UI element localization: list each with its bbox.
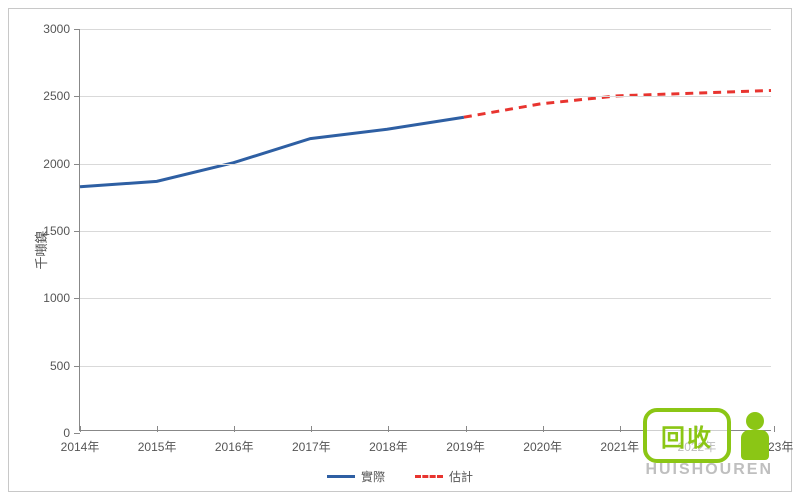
y-tick	[74, 231, 80, 232]
x-tick	[388, 426, 389, 432]
x-tick-label: 2021年	[600, 438, 639, 455]
y-tick-label: 500	[50, 359, 70, 373]
y-tick	[74, 29, 80, 30]
watermark-box: 回收	[643, 408, 731, 463]
y-tick-label: 1000	[43, 291, 70, 305]
person-body-icon	[741, 430, 769, 460]
x-tick-label: 2017年	[292, 438, 331, 455]
x-tick	[620, 426, 621, 432]
series-line	[80, 117, 464, 187]
y-tick	[74, 298, 80, 299]
x-tick	[543, 426, 544, 432]
legend-label-estimate: 估計	[449, 468, 473, 485]
x-tick-label: 2018年	[369, 438, 408, 455]
y-tick-label: 3000	[43, 22, 70, 36]
x-tick-label: 2020年	[523, 438, 562, 455]
y-tick	[74, 164, 80, 165]
plot-area: 0500100015002000250030002014年2015年2016年2…	[79, 29, 771, 431]
legend-item-estimate: 估計	[415, 468, 473, 485]
y-tick	[74, 96, 80, 97]
x-tick-label: 2016年	[215, 438, 254, 455]
chart-container: 千噸鎳 0500100015002000250030002014年2015年20…	[8, 8, 792, 492]
x-tick	[234, 426, 235, 432]
watermark-text: 回收	[661, 425, 713, 452]
watermark-url: HUISHOUREN	[645, 461, 773, 479]
x-tick	[466, 426, 467, 432]
x-tick	[774, 426, 775, 432]
y-tick-label: 2500	[43, 89, 70, 103]
watermark-logo: 回收	[643, 408, 773, 463]
x-tick	[311, 426, 312, 432]
y-tick-label: 1500	[43, 224, 70, 238]
gridline	[80, 231, 771, 232]
legend-swatch-estimate	[415, 475, 443, 478]
gridline	[80, 29, 771, 30]
x-tick	[157, 426, 158, 432]
gridline	[80, 164, 771, 165]
y-tick-label: 2000	[43, 157, 70, 171]
y-tick	[74, 366, 80, 367]
y-tick	[74, 433, 80, 434]
person-icon	[737, 412, 773, 460]
legend-label-actual: 實際	[361, 468, 385, 485]
gridline	[80, 366, 771, 367]
legend-item-actual: 實際	[327, 468, 385, 485]
x-tick-label: 2019年	[446, 438, 485, 455]
x-tick	[80, 426, 81, 432]
series-line	[464, 90, 771, 117]
person-head-icon	[746, 412, 764, 430]
x-tick-label: 2015年	[138, 438, 177, 455]
gridline	[80, 298, 771, 299]
x-tick-label: 2014年	[61, 438, 100, 455]
gridline	[80, 96, 771, 97]
chart-lines	[80, 29, 771, 430]
legend-swatch-actual	[327, 475, 355, 478]
